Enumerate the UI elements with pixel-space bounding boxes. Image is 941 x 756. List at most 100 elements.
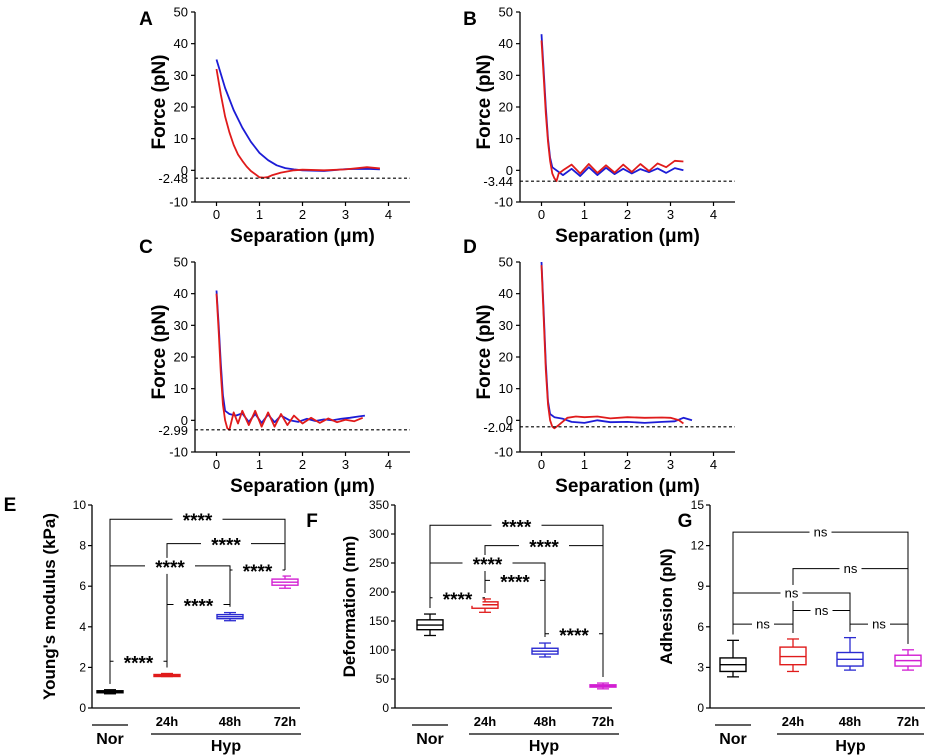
y-tick-label: -10 bbox=[494, 445, 513, 460]
category-label: 24h bbox=[156, 714, 178, 729]
panel-label: A bbox=[139, 9, 153, 30]
y-tick-label: -10 bbox=[169, 445, 188, 460]
y-tick-label: 10 bbox=[174, 381, 188, 396]
bracket-label-bg bbox=[519, 537, 569, 554]
y-tick-label: 0 bbox=[79, 701, 86, 715]
bracket-label-bg bbox=[145, 557, 195, 574]
y-tick-label: 0 bbox=[506, 413, 513, 428]
y-tick-label: 250 bbox=[369, 556, 389, 570]
box-72h bbox=[271, 575, 299, 589]
group-label: Hyp bbox=[835, 738, 865, 755]
category-label: 48h bbox=[839, 714, 861, 729]
y-axis-title: Deformation (nm) bbox=[340, 536, 359, 678]
panel-F: F 0 50 100 150 200 250 300 350 Deformation (nm) **… bbox=[306, 498, 619, 755]
significance-bracket: **** bbox=[484, 572, 546, 638]
y-tick-label: 40 bbox=[499, 286, 513, 301]
x-tick-label: 1 bbox=[581, 457, 588, 472]
x-tick-label: 4 bbox=[385, 457, 392, 472]
significance-label: **** bbox=[443, 590, 473, 611]
significance-bracket: ns bbox=[732, 524, 909, 644]
significance-label: **** bbox=[211, 536, 241, 557]
y-axis-title: Force (pN) bbox=[474, 305, 495, 400]
y-tick-label: 50 bbox=[499, 5, 513, 20]
y-axis-title: Force (pN) bbox=[474, 55, 495, 150]
category-label: 72h bbox=[592, 714, 614, 729]
bracket-label-bg bbox=[839, 560, 862, 577]
y-tick-label: 0 bbox=[382, 701, 389, 715]
significance-label: **** bbox=[184, 596, 214, 617]
y-tick-label: 50 bbox=[174, 5, 188, 20]
y-tick-label: 50 bbox=[499, 255, 513, 270]
y-tick-label: 20 bbox=[174, 100, 188, 115]
bracket-label-bg bbox=[868, 616, 890, 633]
significance-label: ns bbox=[815, 603, 829, 618]
series-approach bbox=[215, 290, 366, 424]
significance-bracket: ns bbox=[792, 560, 909, 644]
y-tick-label: 10 bbox=[499, 131, 513, 146]
category-label: 72h bbox=[274, 714, 296, 729]
y-tick-label: 40 bbox=[174, 286, 188, 301]
x-axis-title: Separation (μm) bbox=[555, 226, 700, 247]
bracket-label-bg bbox=[490, 572, 540, 589]
y-tick-label: 30 bbox=[174, 68, 188, 83]
bracket-label-bg bbox=[810, 602, 833, 619]
y-tick-label: 4 bbox=[79, 620, 86, 634]
significance-label: **** bbox=[183, 511, 213, 532]
category-label: Nor bbox=[416, 731, 444, 748]
y-tick-label: 10 bbox=[174, 131, 188, 146]
bracket-label-bg bbox=[462, 555, 513, 571]
x-tick-label: 4 bbox=[710, 457, 717, 472]
x-tick-label: 3 bbox=[667, 207, 674, 222]
series-approach bbox=[540, 34, 684, 177]
x-tick-label: 0 bbox=[213, 207, 220, 222]
group-label: Hyp bbox=[211, 738, 241, 755]
panel-B: B -10 0 10 20 30 40 50 0 1 2 3 4 Separation (μm) Force… bbox=[463, 5, 735, 247]
panel-label: C bbox=[139, 237, 153, 258]
category-label: 24h bbox=[474, 714, 496, 729]
significance-bracket: **** bbox=[229, 561, 286, 607]
category-label: 24h bbox=[782, 714, 804, 729]
bracket-label-bg bbox=[491, 517, 542, 534]
x-tick-label: 4 bbox=[385, 207, 392, 222]
x-axis-title: Separation (μm) bbox=[230, 476, 375, 497]
y-tick-label: 8 bbox=[79, 539, 86, 553]
category-label: Nor bbox=[96, 731, 124, 748]
x-tick-label: 3 bbox=[342, 207, 349, 222]
series-approach bbox=[215, 59, 380, 172]
category-label: Nor bbox=[719, 731, 747, 748]
y-tick-label: 150 bbox=[369, 614, 389, 628]
baseline-label: -3.44 bbox=[483, 174, 513, 189]
significance-bracket: **** bbox=[109, 557, 231, 684]
y-tick-label: 50 bbox=[376, 672, 390, 686]
y-tick-label: 6 bbox=[697, 620, 704, 634]
y-axis-title: Force (pN) bbox=[149, 305, 170, 400]
category-label: 48h bbox=[534, 714, 556, 729]
panel-C: C -10 0 10 20 30 40 50 0 1 2 3 4 Separation (μm) Force… bbox=[139, 237, 410, 497]
significance-label: **** bbox=[559, 626, 589, 647]
box-24h bbox=[153, 672, 181, 678]
x-tick-label: 0 bbox=[538, 207, 545, 222]
panel-label: G bbox=[678, 511, 693, 532]
significance-label: **** bbox=[243, 562, 273, 583]
y-tick-label: 20 bbox=[499, 350, 513, 365]
x-tick-label: 3 bbox=[342, 457, 349, 472]
significance-bracket: **** bbox=[166, 596, 231, 668]
box-48h bbox=[836, 636, 864, 671]
significance-bracket: **** bbox=[109, 653, 168, 684]
significance-label: ns bbox=[756, 617, 770, 632]
series-retraction bbox=[540, 40, 684, 183]
significance-label: **** bbox=[155, 558, 185, 579]
y-tick-label: 20 bbox=[174, 350, 188, 365]
y-tick-label: -10 bbox=[494, 195, 513, 210]
y-tick-label: 350 bbox=[369, 498, 389, 512]
significance-label: ns bbox=[785, 585, 799, 600]
significance-bracket: ns bbox=[792, 602, 851, 633]
panel-D: D -10 0 10 20 30 40 50 0 1 2 3 4 Separation (μm) Force… bbox=[463, 237, 735, 497]
x-tick-label: 0 bbox=[538, 457, 545, 472]
box-72h bbox=[589, 682, 617, 690]
box-Nor bbox=[416, 613, 444, 637]
y-tick-label: 3 bbox=[697, 660, 704, 674]
series-approach bbox=[540, 261, 693, 424]
significance-label: **** bbox=[502, 517, 532, 538]
